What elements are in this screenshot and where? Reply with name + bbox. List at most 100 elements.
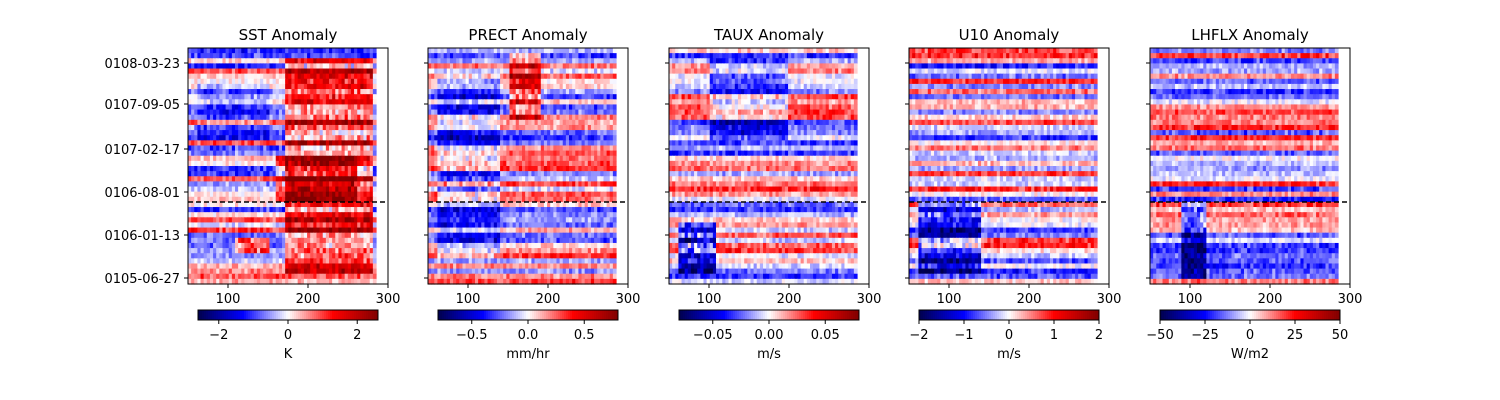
heatmap-cell bbox=[263, 73, 267, 80]
heatmap-cell bbox=[288, 176, 292, 182]
heatmap-cell bbox=[219, 186, 224, 193]
heatmap-cell bbox=[366, 171, 371, 177]
heatmap-cell bbox=[344, 124, 349, 131]
heatmap-cell bbox=[291, 53, 296, 59]
heatmap-cell bbox=[188, 150, 192, 157]
heatmap-cell bbox=[329, 130, 333, 136]
heatmap-cell bbox=[316, 99, 321, 106]
heatmap-cell bbox=[294, 73, 299, 80]
heatmap-cell bbox=[322, 119, 327, 126]
heatmap-cell bbox=[350, 73, 355, 80]
heatmap-cell bbox=[372, 186, 377, 193]
heatmap-cell bbox=[313, 191, 318, 198]
heatmap-cell bbox=[329, 166, 333, 172]
heatmap-cell bbox=[310, 48, 314, 54]
heatmap-cell bbox=[263, 191, 267, 198]
heatmap-cell bbox=[203, 53, 208, 59]
heatmap-cell bbox=[357, 83, 361, 90]
heatmap-cell bbox=[275, 124, 280, 131]
heatmap-cell bbox=[241, 104, 245, 111]
x-tick-label: 200 bbox=[296, 292, 321, 307]
heatmap-cell bbox=[260, 181, 264, 188]
heatmap-cell bbox=[322, 53, 327, 59]
heatmap-cell bbox=[282, 83, 286, 90]
heatmap-cell bbox=[225, 73, 230, 80]
heatmap-cell bbox=[363, 109, 368, 116]
heatmap-cell bbox=[197, 89, 202, 95]
heatmap-cell bbox=[350, 109, 355, 116]
heatmap-cell bbox=[307, 104, 311, 111]
heatmap-cell bbox=[216, 155, 220, 162]
heatmap-cell bbox=[297, 99, 302, 106]
heatmap-cell bbox=[344, 135, 349, 141]
colorbar-tick-label: 0 bbox=[284, 328, 292, 343]
heatmap-cell bbox=[194, 166, 198, 172]
heatmap-cell bbox=[228, 99, 233, 106]
heatmap-cell bbox=[303, 145, 308, 152]
heatmap-cell bbox=[282, 94, 286, 100]
heatmap-cell bbox=[228, 191, 233, 198]
heatmap-cell bbox=[325, 89, 330, 95]
heatmap-cell bbox=[191, 155, 195, 162]
heatmap-cell bbox=[191, 191, 195, 198]
heatmap-cell bbox=[350, 196, 355, 203]
heatmap-cell bbox=[197, 58, 202, 64]
heatmap-cell bbox=[297, 89, 302, 95]
heatmap-cell bbox=[266, 171, 271, 177]
heatmap-cell bbox=[297, 160, 302, 167]
heatmap-cell bbox=[238, 48, 242, 54]
heatmap-cell bbox=[244, 171, 249, 177]
heatmap-cell bbox=[612, 217, 617, 224]
heatmap-cell bbox=[231, 73, 236, 80]
heatmap-cell bbox=[338, 196, 343, 203]
heatmap-cell bbox=[247, 186, 252, 193]
heatmap-cell bbox=[329, 104, 333, 111]
heatmap-cell bbox=[272, 68, 277, 75]
heatmap-cell bbox=[297, 181, 302, 188]
heatmap-cell bbox=[322, 171, 327, 177]
heatmap-cell bbox=[222, 166, 227, 172]
heatmap-cell bbox=[200, 171, 205, 177]
heatmap-cell bbox=[228, 186, 233, 193]
heatmap-cell bbox=[347, 83, 352, 90]
heatmap-cell bbox=[307, 181, 311, 188]
heatmap-cell bbox=[250, 166, 255, 172]
heatmap-cell bbox=[206, 58, 211, 64]
heatmap-cell bbox=[369, 104, 374, 111]
heatmap-cell bbox=[213, 83, 217, 90]
heatmap-cell bbox=[209, 135, 214, 141]
heatmap-cell bbox=[313, 63, 318, 70]
heatmap-cell bbox=[194, 63, 198, 70]
heatmap-cell bbox=[263, 196, 267, 203]
heatmap-cell bbox=[332, 166, 336, 172]
heatmap-cell bbox=[329, 58, 333, 64]
heatmap-cell bbox=[354, 53, 358, 59]
heatmap-cell bbox=[319, 48, 324, 54]
heatmap-cell bbox=[338, 155, 343, 162]
heatmap-cell bbox=[335, 140, 339, 147]
heatmap-cell bbox=[256, 58, 261, 64]
heatmap-cell bbox=[354, 176, 358, 182]
heatmap-cell bbox=[203, 89, 208, 95]
heatmap-cell bbox=[250, 83, 255, 90]
heatmap-cell bbox=[206, 150, 211, 157]
heatmap-cell bbox=[266, 196, 271, 203]
heatmap-cell bbox=[260, 104, 264, 111]
heatmap-cell bbox=[256, 73, 261, 80]
heatmap-cell bbox=[341, 63, 346, 70]
heatmap-cell bbox=[329, 73, 333, 80]
heatmap-cell bbox=[300, 155, 305, 162]
heatmap-cell bbox=[294, 109, 299, 116]
heatmap-cell bbox=[347, 196, 352, 203]
heatmap-cell bbox=[313, 68, 318, 75]
heatmap-cell bbox=[354, 130, 358, 136]
heatmap-cell bbox=[272, 78, 277, 85]
heatmap-cell bbox=[612, 83, 617, 90]
heatmap-cell bbox=[250, 176, 255, 182]
heatmap-cell bbox=[191, 130, 195, 136]
heatmap-cell bbox=[291, 160, 296, 167]
heatmap-cell bbox=[338, 73, 343, 80]
heatmap-cell bbox=[253, 186, 258, 193]
heatmap-cell bbox=[244, 109, 249, 116]
heatmap-cell bbox=[235, 99, 239, 106]
